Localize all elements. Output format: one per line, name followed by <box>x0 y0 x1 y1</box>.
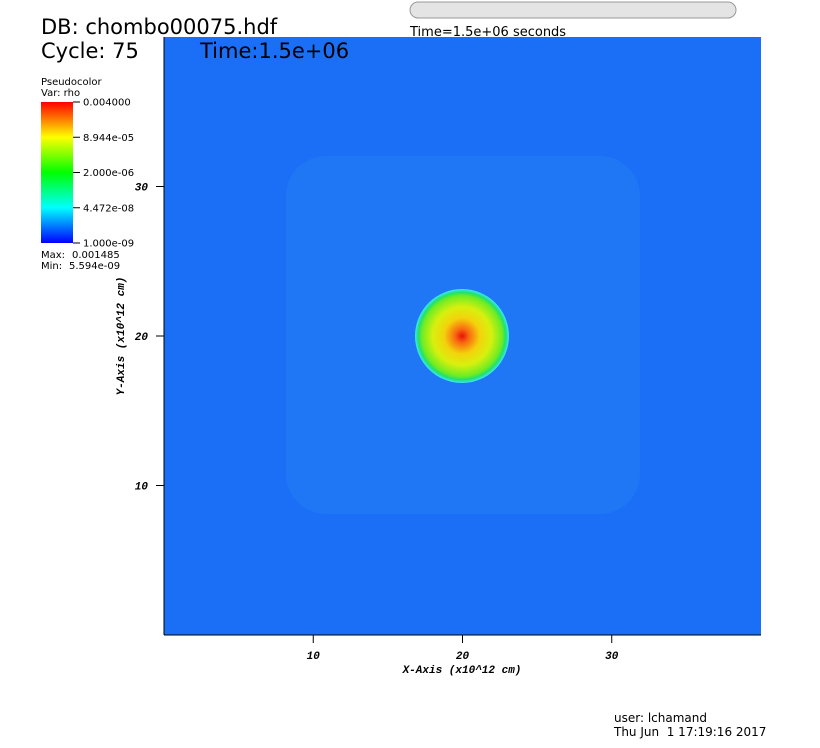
x-tick-label: 10 <box>307 651 321 663</box>
cycle: Cycle: 75 <box>41 39 139 63</box>
x-axis-title: X-Axis (x10^12 cm) <box>402 665 522 677</box>
y-tick-label: 30 <box>135 183 149 195</box>
density-blob <box>415 289 509 383</box>
y-tick-label: 10 <box>135 482 149 494</box>
db-title: DB: chombo00075.hdf <box>41 15 278 39</box>
min-value: 5.594e-09 <box>69 261 120 272</box>
legend-title: Pseudocolor <box>41 77 103 88</box>
x-tick-label: 20 <box>456 651 470 663</box>
min-label: Min: <box>41 261 62 272</box>
x-tick-label: 30 <box>605 651 619 663</box>
colorbar <box>41 102 73 243</box>
user: user: lchamand <box>614 711 707 725</box>
max-label: Max: <box>41 250 65 261</box>
y-tick-label: 20 <box>135 332 149 344</box>
legend-var: Var: rho <box>41 88 80 99</box>
max-value: 0.001485 <box>72 250 120 261</box>
colorbar-tick-label: 1.000e-09 <box>83 239 134 250</box>
date: Thu Jun 1 17:19:16 2017 <box>613 725 766 739</box>
colorbar-tick-label: 4.472e-08 <box>83 203 134 214</box>
colorbar-tick-label: 8.944e-05 <box>83 133 134 144</box>
colorbar-tick-label: 0.004000 <box>83 98 131 109</box>
y-axis-title: Y-Axis (x10^12 cm) <box>116 277 128 396</box>
time-slider[interactable] <box>409 1 737 19</box>
colorbar-tick-label: 2.000e-06 <box>83 168 134 179</box>
slider-label: Time=1.5e+06 seconds <box>409 25 566 40</box>
time: Time:1.5e+06 <box>199 39 349 63</box>
